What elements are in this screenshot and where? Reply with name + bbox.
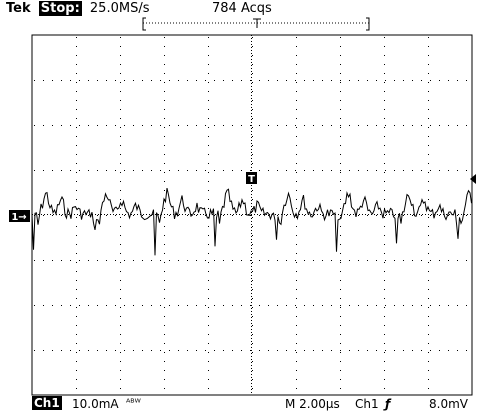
graticule-grid <box>32 35 471 393</box>
trigger-level: 8.0mV <box>429 397 468 411</box>
ch1-scale: 10.0mA <box>72 397 119 411</box>
sample-rate: 25.0MS/s <box>89 1 150 16</box>
brand-label: Tek <box>6 1 31 16</box>
bandwidth-limit-icon: ᴬᴮᵂ <box>126 398 141 409</box>
timebase-readout: M 2.00µs <box>285 397 340 411</box>
trigger-slope-icon: ƒ <box>385 397 391 411</box>
trigger-position-marker: T <box>246 172 257 185</box>
ch1-indicator: Ch1 <box>32 396 62 410</box>
record-bracket <box>142 17 370 31</box>
trigger-marker-label: T <box>248 174 255 185</box>
ch1-ground-label: 1→ <box>11 212 26 223</box>
ch1-waveform <box>31 187 472 256</box>
trigger-source: Ch1 <box>355 397 379 411</box>
status-header: Tek Stop: 25.0MS/s <box>6 1 149 17</box>
ch1-ground-marker: 1→ <box>9 210 30 223</box>
trigger-level-arrow-icon <box>470 174 476 184</box>
acquisition-count: 784 Acqs <box>212 1 272 16</box>
acquisition-mode-badge: Stop: <box>38 1 82 16</box>
